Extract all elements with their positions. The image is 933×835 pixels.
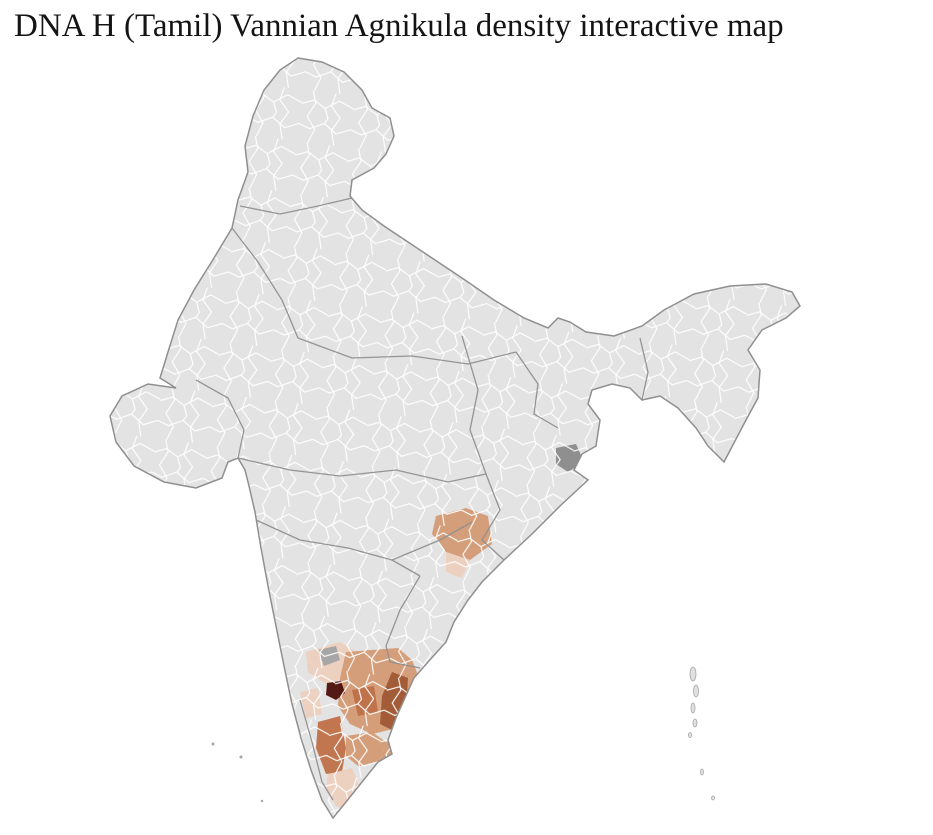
- island-andaman-3: [690, 702, 696, 714]
- island-andaman-2: [693, 684, 699, 698]
- island-nicobar-2: [711, 795, 715, 801]
- district-boundaries-texture: [110, 58, 800, 818]
- island-andaman-4: [692, 718, 698, 728]
- islands-group: [211, 666, 715, 803]
- island-lakshadweep-2: [239, 755, 243, 759]
- state-boundaries: [195, 197, 649, 801]
- island-lakshadweep-3: [260, 799, 264, 803]
- island-andaman-1: [689, 666, 697, 682]
- island-andaman-5: [688, 732, 692, 738]
- island-nicobar-1: [700, 768, 704, 776]
- island-lakshadweep-1: [211, 742, 215, 746]
- page-title: DNA H (Tamil) Vannian Agnikula density i…: [14, 8, 784, 44]
